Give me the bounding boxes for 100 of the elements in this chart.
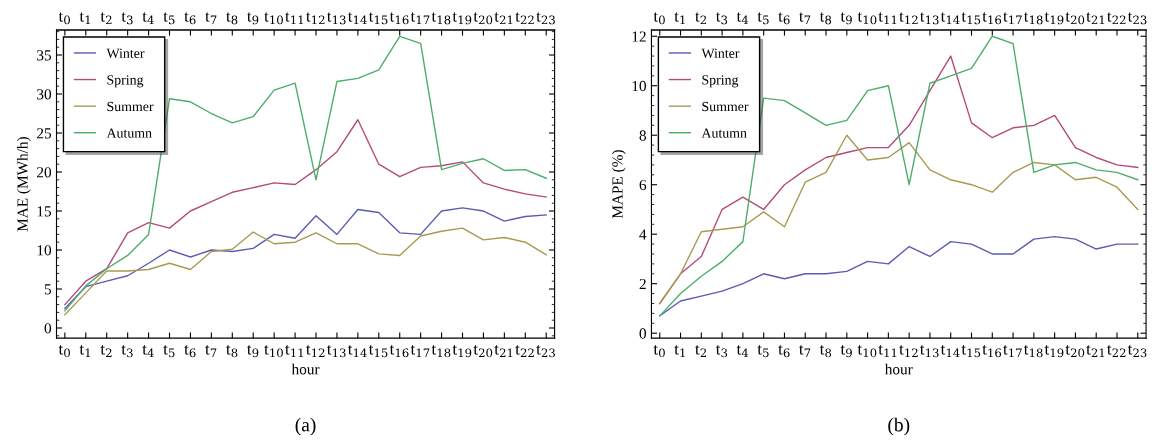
x-tick-label: t$_{19}$	[1044, 12, 1064, 25]
x-tick-label: t$_{18}$	[1023, 12, 1043, 25]
category-label: t$_{22}$	[515, 345, 534, 358]
category-label: t$_{1}$	[79, 345, 91, 358]
legend-label: Spring	[702, 75, 739, 88]
x-tick-label: t$_{8}$	[819, 12, 832, 25]
y-tick-label: 5	[44, 284, 52, 295]
category-label: t$_{14}$	[940, 345, 960, 358]
y-tick-label: 10	[632, 80, 646, 92]
x-tick-label: t$_{0}$	[653, 12, 665, 25]
x-tick-label: t$_{22}$	[515, 12, 534, 25]
x-tick-label: t$_{21}$	[1086, 12, 1105, 25]
category-label: t$_{15}$	[368, 345, 388, 358]
x-tick-label: t$_{22}$	[1107, 12, 1126, 25]
x-tick-label: t$_{2}$	[695, 12, 707, 25]
category-label: t$_{4}$	[142, 345, 154, 358]
category-label: t$_{8}$	[226, 345, 238, 358]
x-tick-label: t$_{8}$	[226, 12, 238, 25]
x-tick-label: t$_{4}$	[736, 12, 749, 25]
x-tick-label: t$_{13}$	[920, 12, 939, 25]
category-label: t$_{16}$	[389, 345, 409, 358]
category-label: t$_{9}$	[247, 345, 259, 358]
category-label: t$_{14}$	[347, 345, 367, 358]
category-label: t$_{21}$	[494, 345, 513, 358]
y-tick-label: 10	[37, 245, 52, 256]
category-label: t$_{2}$	[100, 345, 112, 358]
x-tick-label: t$_{7}$	[205, 12, 217, 25]
category-label: t$_{13}$	[327, 345, 346, 358]
category-label: t$_{11}$	[285, 345, 303, 358]
category-label: t$_{23}$	[536, 345, 555, 358]
x-tick-label: t$_{11}$	[285, 12, 303, 25]
x-tick-label: t$_{14}$	[347, 12, 367, 25]
x-tick-label: t$_{11}$	[878, 12, 897, 25]
category-label: t$_{12}$	[306, 345, 325, 358]
category-label: t$_{22}$	[1107, 345, 1126, 358]
x-tick-label: t$_{5}$	[757, 12, 769, 25]
category-label: t$_{5}$	[757, 345, 769, 358]
y-tick-label: 0	[44, 323, 52, 334]
x-tick-label: t$_{23}$	[536, 12, 555, 25]
category-label: t$_{1}$	[674, 345, 685, 358]
line-series	[659, 235, 1139, 317]
y-tick-label: 12	[632, 31, 646, 42]
y-tick-label: 15	[37, 206, 52, 217]
x-axis-title: hour	[291, 363, 320, 375]
x-tick-label: t$_{17}$	[1003, 12, 1022, 25]
legend-label: Summer	[107, 101, 154, 112]
x-tick-label: t$_{16}$	[982, 12, 1002, 25]
category-label: t$_{6}$	[778, 345, 790, 358]
category-label: t$_{5}$	[163, 345, 175, 358]
x-tick-label: t$_{10}$	[264, 12, 283, 25]
x-tick-label: t$_{3}$	[715, 12, 728, 25]
x-tick-label: t$_{14}$	[940, 12, 960, 25]
line-series	[64, 35, 547, 312]
line-series	[64, 119, 547, 306]
text: (a)	[295, 417, 316, 436]
x-tick-label: t$_{15}$	[961, 12, 981, 25]
category-label: t$_{3}$	[715, 345, 728, 358]
x-tick-label: t$_{1}$	[674, 12, 685, 25]
x-tick-label: t$_{6}$	[184, 12, 196, 25]
y-tick-label: 8	[639, 130, 646, 141]
legend-label: Spring	[107, 75, 144, 88]
category-label: t$_{15}$	[961, 345, 981, 358]
y-tick-label: 35	[37, 50, 52, 61]
category-label: t$_{21}$	[1086, 345, 1105, 358]
x-tick-label: t$_{5}$	[163, 12, 175, 25]
y-tick-label: 2	[639, 278, 646, 289]
x-tick-label: t$_{18}$	[431, 12, 451, 25]
category-label: t$_{9}$	[840, 345, 852, 358]
category-label: t$_{12}$	[899, 345, 918, 358]
category-label: t$_{6}$	[184, 345, 196, 358]
y-tick-label: 6	[639, 179, 647, 191]
x-tick-label: t$_{7}$	[799, 12, 811, 25]
category-label: t$_{4}$	[736, 345, 749, 358]
x-tick-label: t$_{6}$	[778, 12, 790, 25]
category-label: t$_{18}$	[431, 345, 451, 358]
x-tick-label: t$_{9}$	[247, 12, 259, 25]
x-tick-label: t$_{12}$	[899, 12, 918, 25]
category-label: t$_{18}$	[1023, 345, 1043, 358]
y-axis-title: MAPE (%)	[611, 150, 626, 219]
category-label: t$_{19}$	[1044, 345, 1064, 358]
y-tick-label: 0	[639, 328, 646, 339]
x-tick-label: t$_{16}$	[389, 12, 409, 25]
category-label: t$_{2}$	[695, 345, 707, 358]
x-tick-label: t$_{1}$	[79, 12, 91, 25]
category-label: t$_{10}$	[264, 345, 283, 358]
y-tick-label: 25	[37, 128, 52, 139]
x-tick-label: t$_{13}$	[327, 12, 346, 25]
x-tick-label: t$_{23}$	[1127, 12, 1147, 25]
x-tick-label: t$_{0}$	[58, 12, 70, 25]
x-tick-label: t$_{15}$	[368, 12, 388, 25]
category-label: t$_{16}$	[982, 345, 1002, 358]
category-label: t$_{13}$	[920, 345, 939, 358]
category-label: t$_{3}$	[121, 345, 133, 358]
category-label: t$_{23}$	[1127, 345, 1147, 358]
y-tick-label: 4	[639, 229, 647, 240]
x-tick-label: t$_{3}$	[121, 12, 133, 25]
legend-label: Autumn	[106, 128, 152, 138]
category-label: t$_{10}$	[857, 345, 877, 358]
category-label: t$_{0}$	[58, 345, 70, 358]
text: (b)	[888, 417, 910, 436]
